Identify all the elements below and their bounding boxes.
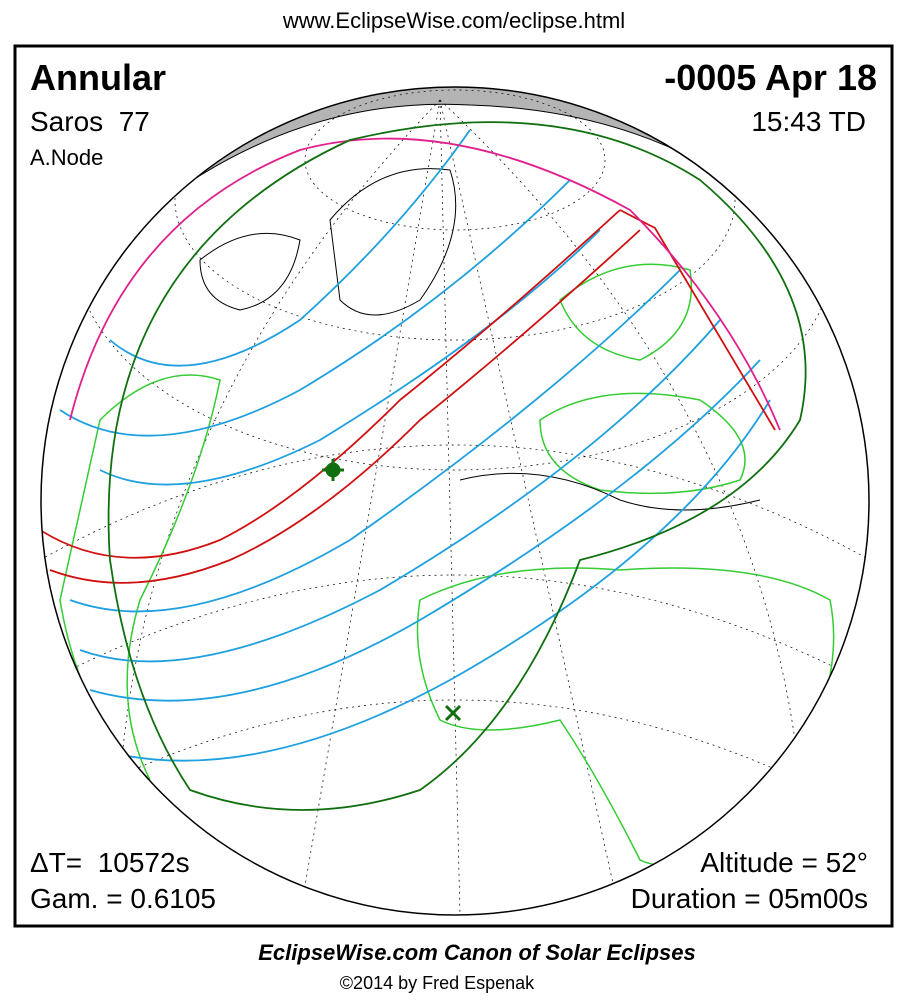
time: 15:43 TD [751, 106, 866, 137]
coastlines [199, 168, 761, 511]
duration: Duration = 05m00s [631, 883, 868, 914]
greatest-eclipse [322, 459, 462, 722]
limit-line [69, 137, 781, 431]
shadow-outline [107, 121, 807, 811]
footer-title: EclipseWise.com Canon of Solar Eclipses [258, 940, 696, 965]
globe-edge [40, 86, 870, 916]
altitude: Altitude = 52° [700, 847, 868, 878]
delta-t: ΔT= 10572s [30, 847, 190, 878]
url: www.EclipseWise.com/eclipse.html [282, 8, 625, 33]
saros: Saros 77 [30, 106, 150, 137]
footer-credit: ©2014 by Fred Espenak [340, 973, 535, 993]
gamma: Gam. = 0.6105 [30, 883, 216, 914]
eclipse-type: Annular [30, 57, 166, 98]
node: A.Node [30, 145, 103, 170]
eclipse-date: -0005 Apr 18 [664, 57, 877, 98]
penumbral-lines [59, 129, 771, 762]
